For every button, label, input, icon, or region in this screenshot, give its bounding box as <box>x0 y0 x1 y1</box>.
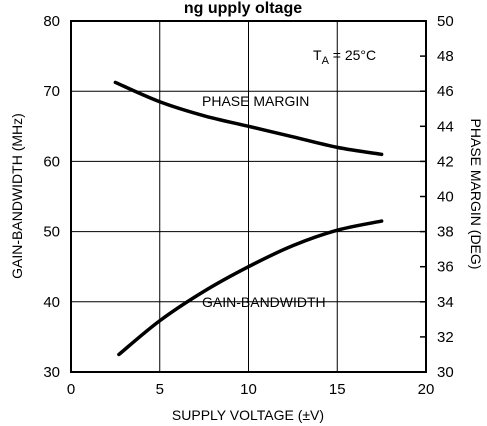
left-tick-label: 30 <box>43 364 60 381</box>
annotation-subscript: A <box>322 55 330 67</box>
chart-title: ng upply oltage <box>184 0 302 17</box>
right-tick-label: 38 <box>437 224 454 241</box>
right-tick-label: 42 <box>437 153 454 170</box>
right-tick-label: 34 <box>437 294 454 311</box>
left-tick-label: 60 <box>43 153 60 170</box>
annotation-prefix: T <box>313 47 322 63</box>
right-tick-label: 46 <box>437 83 454 100</box>
right-tick-label: 48 <box>437 48 454 65</box>
right-tick-label: 32 <box>437 329 454 346</box>
right-axis-label: PHASE MARGIN (DEG) <box>468 119 484 270</box>
right-tick-label: 50 <box>437 13 454 30</box>
left-tick-label: 40 <box>43 294 60 311</box>
left-axis-ticks: 30 40 50 60 70 80 <box>43 13 60 381</box>
right-tick-label: 44 <box>437 118 454 135</box>
right-tick-label: 30 <box>437 364 454 381</box>
right-axis-ticks: 30 32 34 36 38 40 42 44 46 48 50 <box>420 13 454 381</box>
left-tick-label: 80 <box>43 13 60 30</box>
x-tick-label: 20 <box>418 381 435 398</box>
right-tick-label: 40 <box>437 189 454 206</box>
left-axis-label: GAIN-BANDWIDTH (MHz) <box>9 113 25 279</box>
grid <box>71 21 426 372</box>
x-tick-label: 15 <box>329 381 346 398</box>
x-axis-ticks: 0 5 10 15 20 <box>67 381 435 398</box>
gain-bandwidth-label: GAIN-BANDWIDTH <box>202 294 326 310</box>
x-axis-label: SUPPLY VOLTAGE (±V) <box>172 407 324 423</box>
right-tick-label: 36 <box>437 259 454 276</box>
gain-bandwidth-line <box>117 219 384 357</box>
left-tick-label: 70 <box>43 83 60 100</box>
phase-margin-label: PHASE MARGIN <box>202 93 309 109</box>
temperature-annotation: TA = 25°C <box>313 47 376 67</box>
left-tick-label: 50 <box>43 224 60 241</box>
x-tick-label: 10 <box>240 381 257 398</box>
x-tick-label: 5 <box>156 381 164 398</box>
phase-margin-line <box>113 80 384 157</box>
annotation-suffix: = 25°C <box>329 47 376 63</box>
series-group <box>113 80 384 357</box>
x-tick-label: 0 <box>67 381 75 398</box>
